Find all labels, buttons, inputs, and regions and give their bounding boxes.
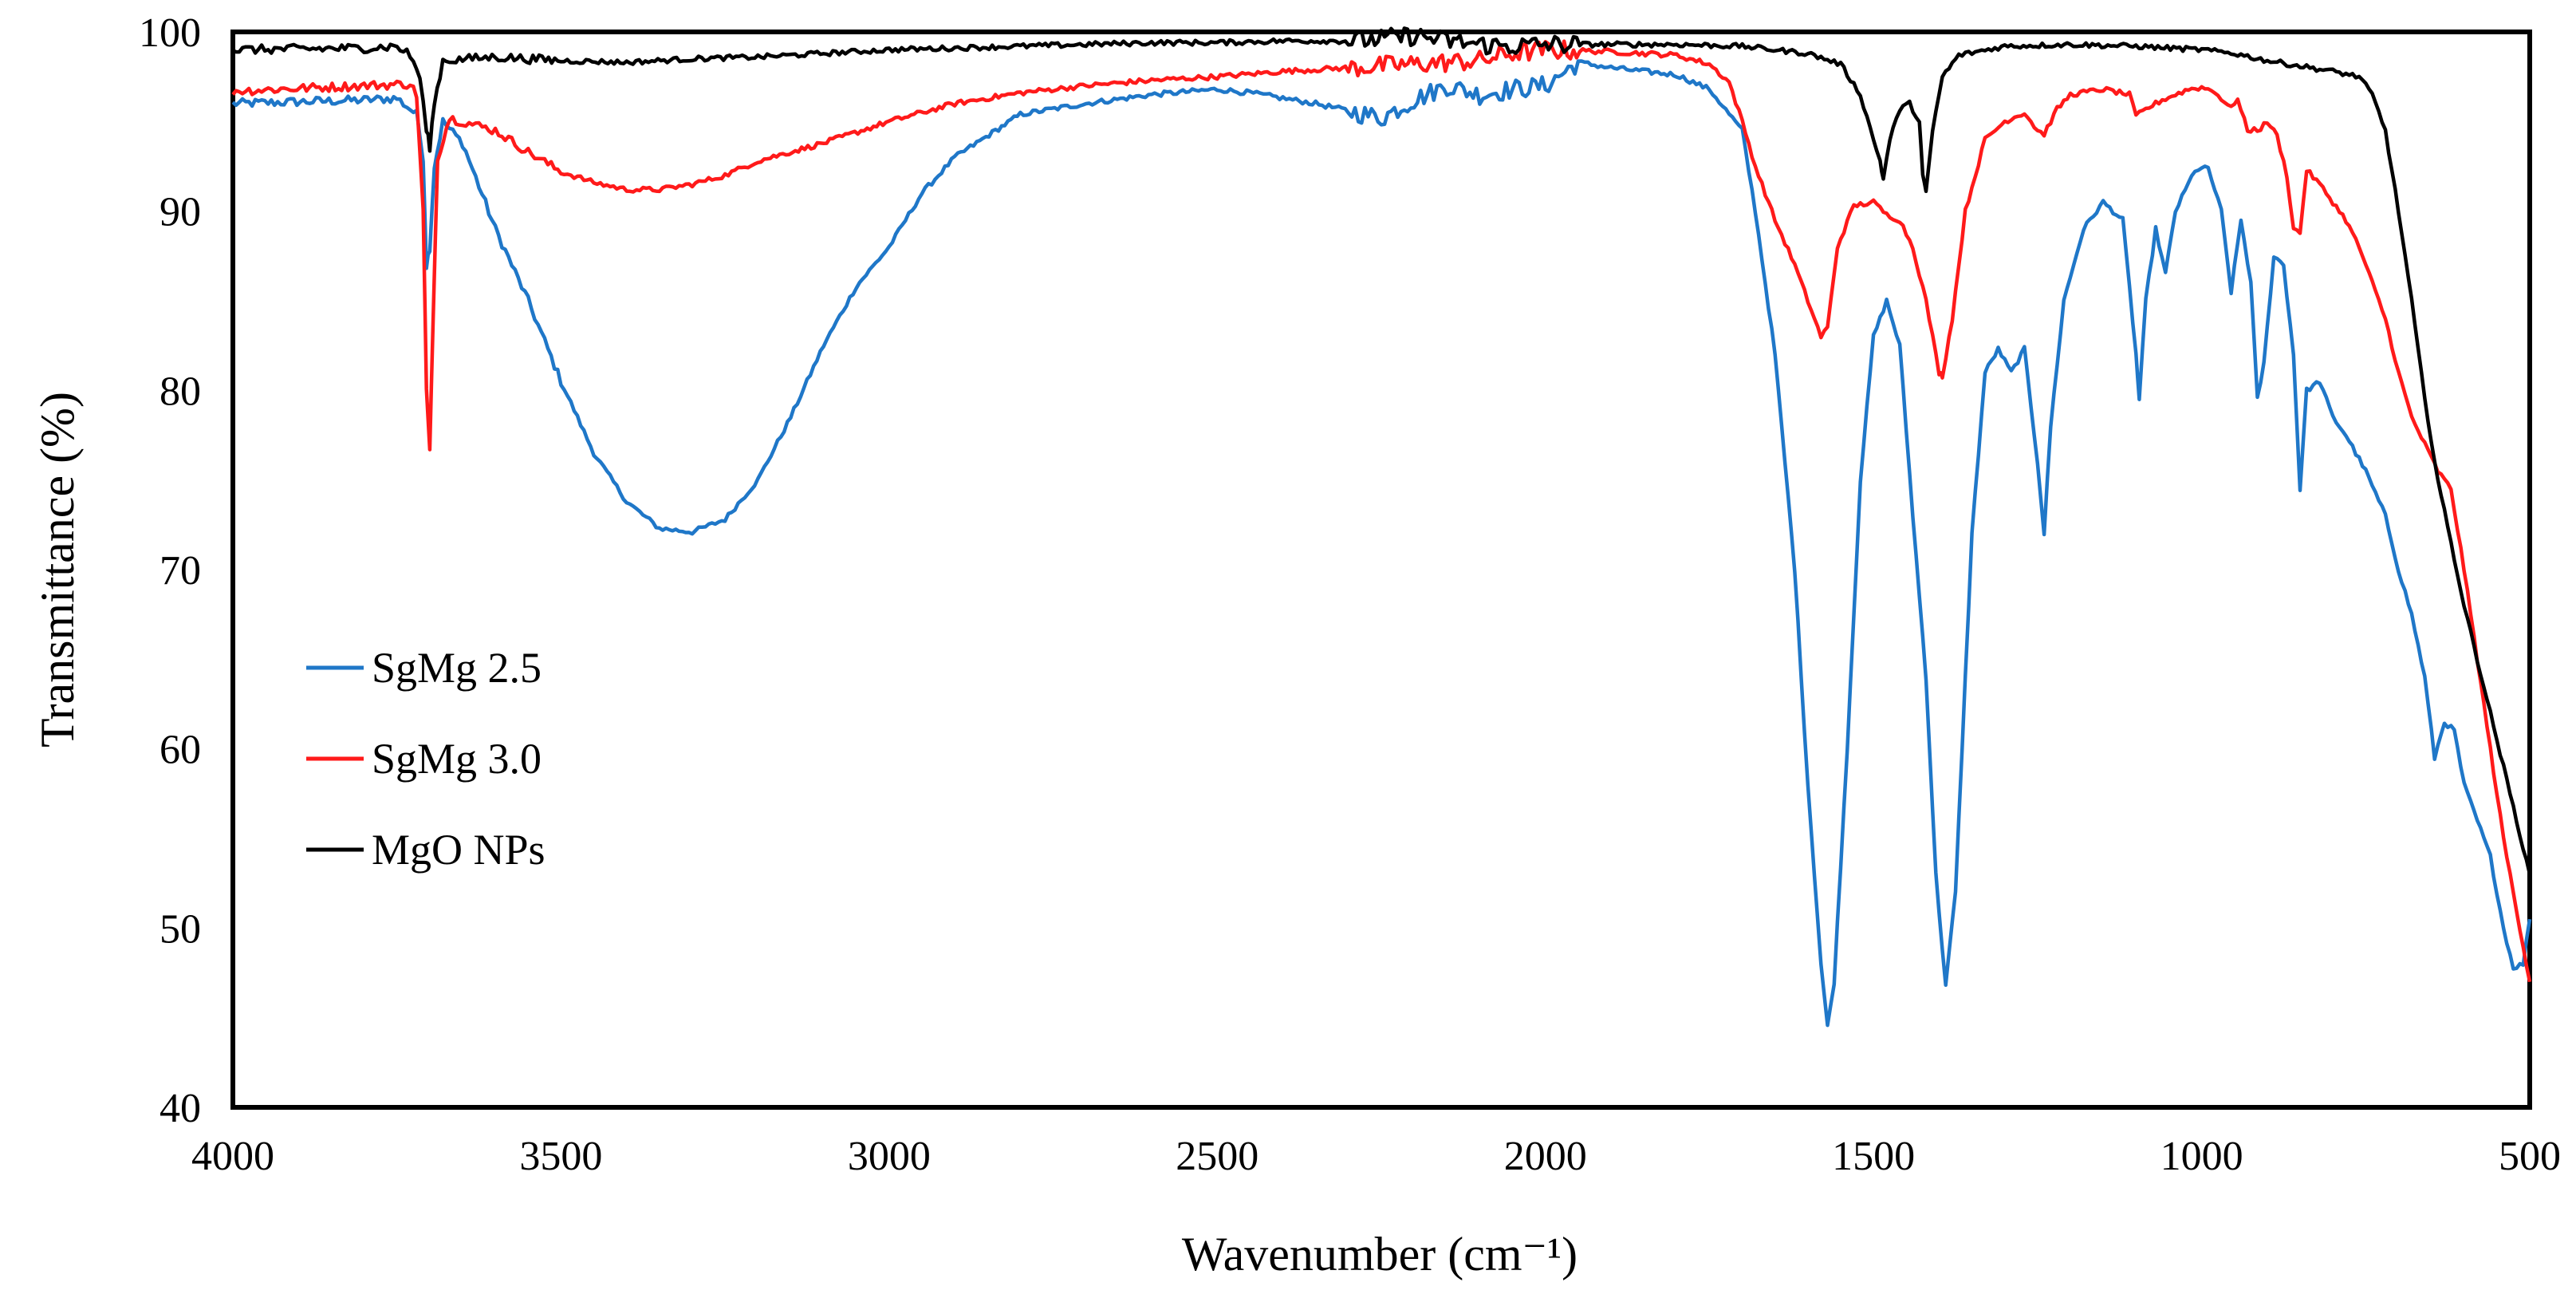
- x-tick-label-1500: 1500: [1832, 1134, 1915, 1179]
- x-tick-label-1000: 1000: [2160, 1134, 2243, 1179]
- x-tick-label-4000: 4000: [191, 1134, 274, 1179]
- x-tick-label-3000: 3000: [848, 1134, 931, 1179]
- y-axis-title: Transmittance (%): [31, 392, 84, 748]
- x-tick-label-3500: 3500: [519, 1134, 602, 1179]
- series-layer: [231, 26, 2532, 1028]
- legend-label-sgmg-2-5: SgMg 2.5: [372, 644, 542, 692]
- x-ticks: 4000 3500 3000 2500 2000 1500 1000 500: [191, 1134, 2561, 1179]
- y-tick-label-60: 60: [160, 728, 201, 773]
- series-line-mgo-nps: [231, 26, 2532, 875]
- x-tick-label-500: 500: [2499, 1134, 2561, 1179]
- y-tick-label-100: 100: [139, 10, 201, 56]
- x-tick-label-2000: 2000: [1504, 1134, 1587, 1179]
- x-axis-title: Wavenumber (cm⁻¹): [1182, 1228, 1578, 1280]
- legend: SgMg 2.5 SgMg 3.0 MgO NPs: [306, 644, 546, 874]
- y-tick-label-70: 70: [160, 548, 201, 594]
- y-tick-label-90: 90: [160, 190, 201, 235]
- y-tick-label-50: 50: [160, 906, 201, 952]
- y-tick-label-80: 80: [160, 369, 201, 414]
- legend-label-mgo-nps: MgO NPs: [372, 826, 546, 874]
- series-line-sgmg-3-0: [231, 39, 2532, 983]
- y-ticks: 40 50 60 70 80 90 100: [139, 10, 201, 1131]
- y-tick-label-40: 40: [160, 1086, 201, 1131]
- legend-label-sgmg-3-0: SgMg 3.0: [372, 735, 542, 783]
- x-tick-label-2500: 2500: [1176, 1134, 1258, 1179]
- series-line-sgmg-2-5: [231, 59, 2532, 1028]
